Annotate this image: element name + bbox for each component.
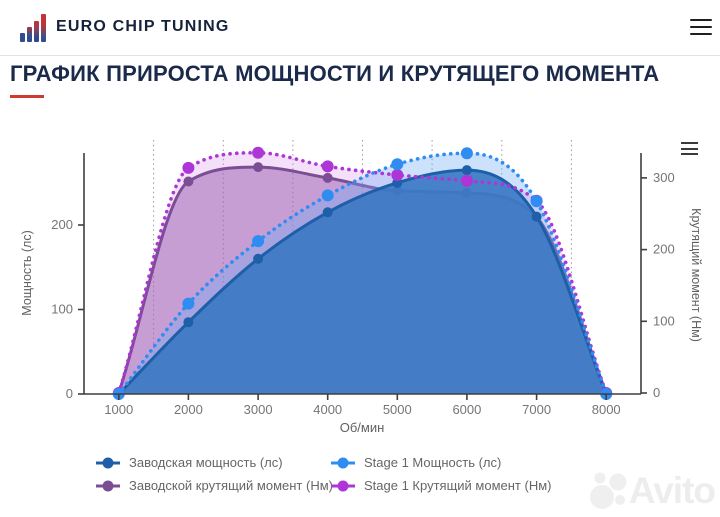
line-stage1-power[interactable] <box>117 151 608 396</box>
legend-marker-icon <box>96 457 120 468</box>
page-title: ГРАФИК ПРИРОСТА МОЩНОСТИ И КРУТЯЩЕГО МОМ… <box>10 61 660 86</box>
legend-item-stage1-torque[interactable]: Stage 1 Крутящий момент (Нм) <box>330 477 551 494</box>
legend-label: Заводской крутящий момент (Нм) <box>129 478 333 493</box>
point-stage1-power[interactable] <box>391 158 404 171</box>
svg-text:0: 0 <box>66 386 73 401</box>
point-factory-power[interactable] <box>461 165 472 176</box>
point-stage1-torque[interactable] <box>182 161 195 174</box>
legend-item-factory-torque[interactable]: Заводской крутящий момент (Нм) <box>95 477 333 494</box>
svg-text:300: 300 <box>653 170 675 185</box>
point-stage1-power[interactable] <box>530 195 543 208</box>
legend-marker-icon <box>331 457 355 468</box>
svg-text:3000: 3000 <box>244 402 273 417</box>
area-stage1-power <box>118 153 607 394</box>
point-stage1-torque[interactable] <box>321 160 334 173</box>
header: EURO CHIP TUNING <box>0 0 720 56</box>
bars-chart-icon <box>20 12 46 42</box>
point-factory-power[interactable] <box>322 207 333 218</box>
title-block: ГРАФИК ПРИРОСТА МОЩНОСТИ И КРУТЯЩЕГО МОМ… <box>10 61 710 98</box>
right-axis-title: Крутящий момент (Нм) <box>689 208 703 342</box>
point-stage1-power[interactable] <box>182 297 195 310</box>
svg-text:5000: 5000 <box>383 402 412 417</box>
legend-item-factory-power[interactable]: Заводская мощность (лс) <box>95 454 333 471</box>
chart-menu-icon[interactable] <box>681 142 698 155</box>
point-stage1-power[interactable] <box>321 189 334 202</box>
svg-text:0: 0 <box>653 385 660 400</box>
svg-text:100: 100 <box>653 313 675 328</box>
svg-text:100: 100 <box>51 302 73 317</box>
legend-label: Stage 1 Мощность (лс) <box>364 455 502 470</box>
legend-label: Stage 1 Крутящий момент (Нм) <box>364 478 552 493</box>
legend-item-stage1-power[interactable]: Stage 1 Мощность (лс) <box>330 454 551 471</box>
point-stage1-torque[interactable] <box>391 169 404 181</box>
svg-text:200: 200 <box>653 242 675 257</box>
avito-logo-icon <box>589 472 627 509</box>
legend-marker-icon <box>96 480 120 491</box>
point-stage1-power[interactable] <box>460 147 473 160</box>
brand-logo[interactable]: EURO CHIP TUNING <box>20 12 230 42</box>
point-factory-power[interactable] <box>253 253 264 264</box>
power-torque-chart[interactable]: 1000 2000 3000 4000 5000 6000 7000 800001002000… <box>0 112 720 452</box>
point-factory-power[interactable] <box>183 317 194 328</box>
line-stage1-torque[interactable] <box>117 151 608 395</box>
area-factory-power <box>118 170 607 394</box>
chart-canvas[interactable]: 1000 2000 3000 4000 5000 6000 7000 8000 0 100 200 0… <box>0 112 720 452</box>
svg-text:6000: 6000 <box>452 402 481 417</box>
legend-label: Заводская мощность (лс) <box>129 455 283 470</box>
svg-text:4000: 4000 <box>313 402 342 417</box>
point-factory-torque[interactable] <box>322 172 333 183</box>
point-factory-torque[interactable] <box>253 162 264 173</box>
svg-text:1000: 1000 <box>104 402 133 417</box>
brand-name: EURO CHIP TUNING <box>56 18 230 35</box>
axis-lines <box>78 153 647 400</box>
avito-watermark: Avito <box>589 467 716 515</box>
svg-text:8000: 8000 <box>592 402 621 417</box>
legend-marker-icon <box>331 480 355 491</box>
hamburger-menu-icon[interactable] <box>690 19 712 35</box>
point-stage1-power[interactable] <box>252 235 265 248</box>
svg-text:2000: 2000 <box>174 402 203 417</box>
axis-tick-labels: 1000 2000 3000 4000 5000 6000 7000 800001002000… <box>51 170 674 417</box>
svg-text:7000: 7000 <box>522 402 551 417</box>
title-accent-bar <box>10 95 44 98</box>
watermark-text: Avito <box>628 470 716 511</box>
svg-text:200: 200 <box>51 217 73 232</box>
point-stage1-torque[interactable] <box>252 146 265 159</box>
x-axis-title: Об/мин <box>340 420 385 435</box>
point-stage1-torque[interactable] <box>460 174 473 187</box>
left-axis-title: Мощность (лс) <box>20 230 34 315</box>
point-factory-torque[interactable] <box>183 176 194 187</box>
point-factory-power[interactable] <box>531 211 542 222</box>
